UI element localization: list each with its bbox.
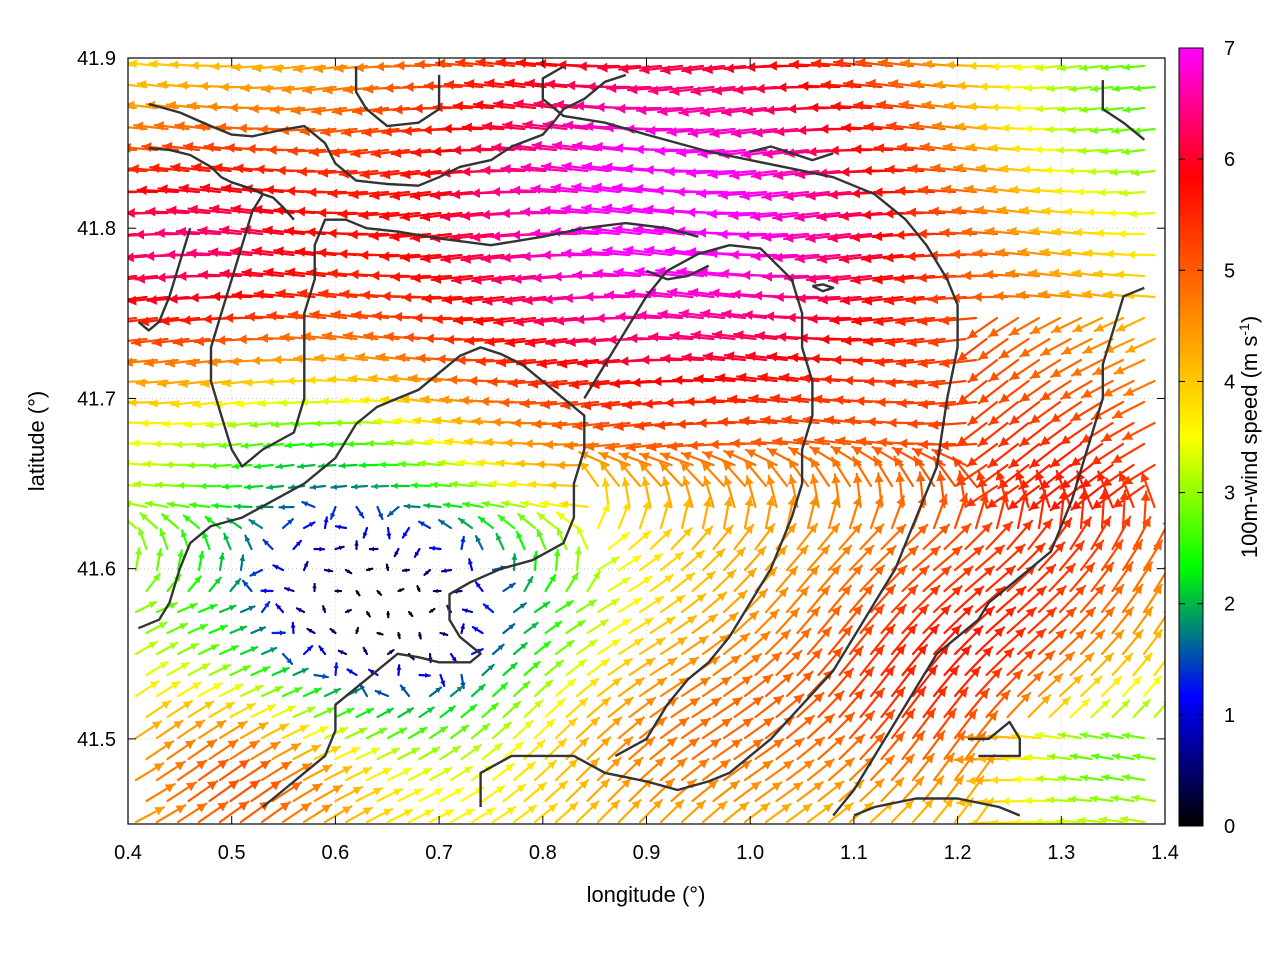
chart-svg: 0.40.50.60.70.80.91.01.11.21.31.4 41.541… bbox=[0, 0, 1280, 960]
wind-vector-chart: 0.40.50.60.70.80.91.01.11.21.31.4 41.541… bbox=[0, 0, 1280, 960]
